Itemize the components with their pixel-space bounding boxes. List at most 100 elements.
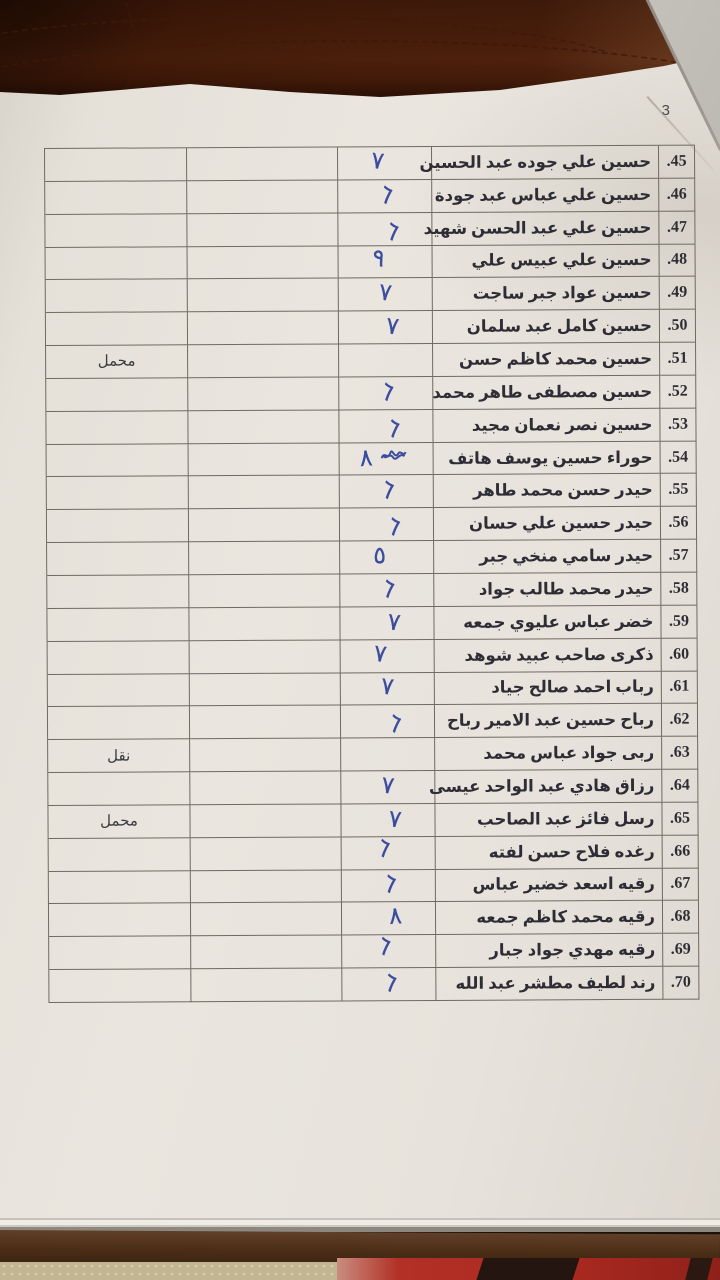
name-cell: رغده فلاح حسن لفته	[435, 835, 663, 870]
handwritten-mark: ٦	[376, 868, 403, 900]
handwritten-mark: ٦	[381, 708, 408, 739]
note-cell	[48, 837, 191, 872]
note-cell	[48, 903, 192, 938]
handwritten-mark: ٦	[370, 930, 397, 962]
empty-cell	[191, 935, 343, 970]
handwritten-mark: ٧	[386, 607, 402, 637]
mark-cell: ٧	[340, 606, 435, 641]
name-cell: حسين نصر نعمان مجيد	[433, 408, 661, 443]
mark-cell: ٧	[338, 146, 433, 181]
handwritten-mark: ٦	[372, 178, 399, 210]
number-cell: 51.	[660, 342, 697, 376]
note-cell	[47, 640, 190, 675]
note-cell	[46, 509, 190, 544]
number-cell: 64.	[662, 769, 699, 803]
empty-cell	[187, 147, 339, 182]
number-cell: 69.	[663, 933, 700, 967]
number-cell: 53.	[660, 408, 697, 442]
note-cell	[45, 279, 188, 314]
note-cell	[47, 542, 190, 576]
mark-cell: ٦	[341, 868, 436, 903]
mark-cell: ٦	[339, 475, 434, 509]
note-cell	[47, 608, 190, 642]
handwritten-mark: ٧	[387, 804, 403, 834]
name-cell: حيدر محمد طالب جواد	[434, 572, 662, 607]
mark-cell	[341, 738, 436, 772]
empty-cell	[190, 837, 342, 871]
empty-cell	[191, 968, 343, 1003]
mark-cell: ٦	[338, 212, 433, 246]
name-cell: حسين علي جوده عبد الحسين	[419, 145, 660, 180]
number-cell: 65.	[662, 802, 699, 836]
page-number: 3	[661, 102, 670, 119]
name-cell: حسين عواد جبر ساجت	[432, 277, 660, 312]
name-cell: رقيه مهدي جواد جبار	[436, 934, 664, 969]
number-cell: 70.	[663, 966, 700, 1000]
handwritten-mark: ٧	[384, 311, 401, 341]
handwritten-mark: ٥	[373, 541, 387, 570]
handwritten-mark: ٧	[372, 638, 389, 668]
paper-bottom-edge	[0, 1218, 720, 1232]
name-cell: رقيه اسعد خضير عباس	[435, 868, 663, 903]
name-cell: رسل فائز عبد الصاحب	[435, 802, 663, 837]
empty-cell	[188, 377, 340, 411]
note-cell: محمل	[46, 345, 189, 379]
note-cell	[49, 969, 192, 1003]
name-cell: حسين علي عبد الحسن شهيد	[424, 211, 660, 246]
mark-cell: ٧	[341, 803, 436, 838]
mark-cell: ٦	[342, 967, 437, 1002]
note-cell	[48, 870, 191, 905]
mark-cell: ٦	[340, 705, 436, 739]
number-cell: 54.	[660, 441, 697, 475]
mark-cell: ٦	[341, 832, 436, 871]
empty-cell	[190, 870, 342, 904]
mark-cell: ٦	[339, 409, 434, 443]
handwritten-mark: ٦	[375, 573, 401, 604]
handwritten-mark: ٧	[377, 277, 394, 308]
note-cell	[47, 673, 190, 708]
note-cell	[49, 936, 192, 971]
mark-cell: ٦	[339, 508, 435, 542]
mark-cell: ٦	[339, 376, 434, 411]
name-cell: رباح حسين عبد الامير رباح	[434, 704, 663, 739]
name-cell: ربى جواد عباس محمد	[435, 736, 663, 771]
mark-cell: ٧	[338, 311, 434, 345]
note-cell	[46, 476, 189, 511]
empty-cell	[190, 771, 342, 806]
number-cell: 63.	[662, 736, 699, 770]
number-cell: 50.	[659, 309, 697, 343]
handwritten-mark: ٧	[379, 672, 396, 702]
stitch-seam	[0, 40, 720, 97]
empty-cell	[188, 443, 340, 477]
mark-cell: ٧	[340, 672, 435, 706]
name-cell: خضر عباس عليوي جمعه	[434, 605, 662, 640]
name-cell: رزاق هادي عبد الواحد عيسى	[429, 769, 663, 804]
note-cell	[46, 410, 189, 445]
empty-cell	[190, 804, 342, 838]
number-cell: 49.	[659, 276, 696, 310]
note-cell	[45, 148, 188, 182]
name-cell: رند لطيف مطشر عبد الله	[436, 966, 664, 1001]
number-cell: 68.	[662, 900, 700, 935]
empty-cell	[189, 640, 341, 674]
name-cell: حوراء حسين يوسف هاتف	[433, 441, 661, 476]
handwritten-mark: ٦	[377, 967, 403, 998]
handwritten-mark: ٨	[358, 442, 374, 472]
empty-cell	[188, 475, 340, 510]
number-cell: 57.	[661, 539, 698, 573]
mark-cell: ٥	[340, 541, 435, 575]
mark-cell: ٨	[339, 442, 434, 476]
number-cell: 47.	[659, 211, 696, 245]
name-cell: حسين محمد كاظم حسن	[433, 342, 661, 377]
empty-cell	[189, 705, 342, 740]
note-cell: محمل	[48, 805, 191, 839]
number-cell: 58.	[661, 572, 698, 606]
empty-cell	[187, 311, 340, 346]
number-cell: 67.	[662, 868, 699, 902]
handwritten-mark: ٩	[369, 243, 388, 274]
note-cell	[45, 213, 188, 248]
number-cell: 46.	[659, 178, 696, 212]
handwritten-mark: ٧	[380, 770, 396, 800]
name-cell: حسين علي عبيس علي	[432, 244, 660, 279]
